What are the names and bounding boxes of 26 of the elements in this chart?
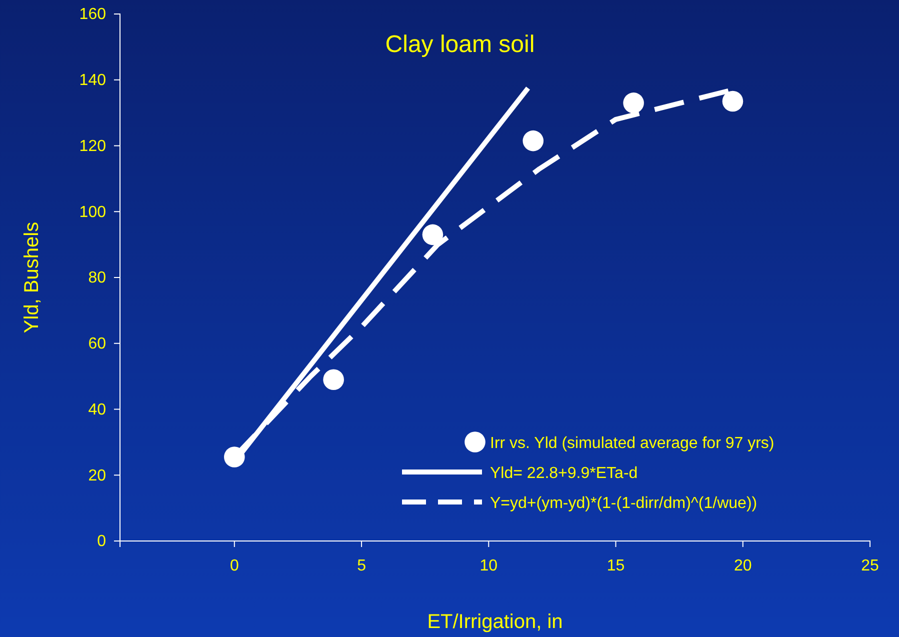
x-tick-label: 25 <box>861 557 879 574</box>
y-tick-label: 20 <box>88 467 106 484</box>
y-tick-label: 0 <box>97 533 106 550</box>
x-axis-title: ET/Irrigation, in <box>427 611 563 633</box>
y-tick-label: 140 <box>79 72 106 89</box>
y-tick-label: 40 <box>88 401 106 418</box>
y-tick-label: 80 <box>88 270 106 287</box>
y-tick-label: 160 <box>79 6 106 24</box>
y-axis-title: Yld, Bushels <box>21 222 43 334</box>
x-tick-label: 5 <box>357 557 366 574</box>
legend-label: Irr vs. Yld (simulated average for 97 yrs) <box>490 435 774 452</box>
point <box>323 369 344 390</box>
y-tick-label: 60 <box>88 335 106 352</box>
y-tick-label: 120 <box>79 138 106 155</box>
legend-label: Y=yd+(ym-yd)*(1-(1-dirr/dm)^(1/wue)) <box>490 495 758 512</box>
y-tick-label: 100 <box>79 204 106 221</box>
x-tick-label: 0 <box>230 557 239 574</box>
point <box>522 130 544 152</box>
point <box>722 90 744 112</box>
point <box>422 224 444 246</box>
x-tick-label: 10 <box>480 557 498 574</box>
legend-label: Yld= 22.8+9.9*ETa-d <box>490 465 638 482</box>
x-tick-label: 20 <box>734 557 752 574</box>
x-tick-label: 15 <box>606 557 625 574</box>
point <box>623 92 644 114</box>
text: Clay loam soil <box>385 31 535 58</box>
